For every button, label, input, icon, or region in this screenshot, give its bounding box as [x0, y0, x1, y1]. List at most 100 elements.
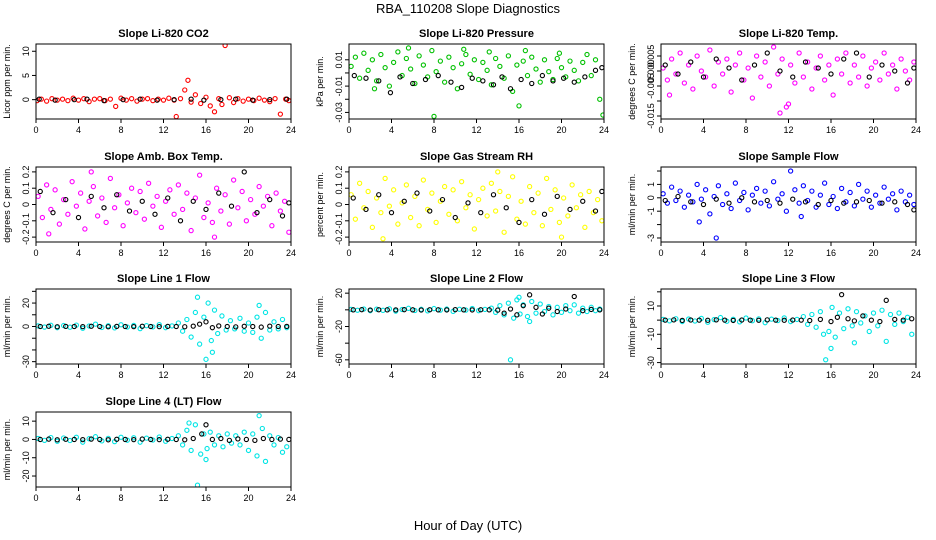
data-point [868, 204, 875, 210]
data-point [222, 192, 228, 198]
ref-point [101, 205, 107, 211]
data-point [548, 206, 554, 213]
data-point [668, 56, 675, 62]
data-point [715, 183, 722, 189]
data-point [588, 72, 594, 79]
ref-point [866, 197, 872, 204]
ref-point [550, 78, 556, 84]
y-tick-label: -1 [646, 207, 656, 215]
ref-point [529, 196, 535, 203]
x-tick-label: 12 [783, 370, 793, 380]
ref-point [790, 317, 796, 323]
data-point [86, 198, 92, 204]
data-point [911, 59, 916, 65]
y-axis-label: degrees C per min. [2, 166, 12, 243]
ref-point [209, 436, 216, 443]
data-point [781, 315, 787, 321]
data-point [395, 49, 401, 55]
ref-point [422, 76, 429, 83]
ref-point [777, 68, 783, 74]
ref-point [350, 195, 356, 201]
ref-point [480, 78, 486, 84]
data-point [258, 335, 264, 341]
ref-point [63, 436, 69, 442]
data-point [541, 57, 548, 63]
x-tick-label: 20 [243, 125, 253, 135]
data-point [277, 111, 284, 117]
data-point [207, 429, 213, 435]
x-tick-label: 24 [599, 248, 609, 258]
data-point [267, 98, 273, 105]
data-point [792, 80, 798, 86]
ref-point [722, 317, 728, 323]
data-point [711, 316, 717, 323]
ref-point [465, 200, 471, 206]
data-point [271, 442, 277, 448]
ref-point [401, 198, 407, 204]
ref-point [216, 323, 222, 329]
data-point [599, 218, 604, 224]
data-point [226, 221, 233, 227]
x-tick-label: 16 [826, 125, 836, 135]
data-point [209, 349, 216, 355]
data-point [677, 50, 683, 56]
x-tick-label: 20 [868, 370, 878, 380]
data-point [894, 207, 900, 213]
plot-frame [35, 43, 292, 120]
data-point [380, 307, 386, 313]
data-point [124, 324, 131, 330]
data-point [456, 306, 463, 312]
y-tick-label: -20 [334, 320, 344, 333]
data-point [666, 318, 673, 324]
x-tick-label: 8 [743, 125, 748, 135]
data-point [698, 68, 705, 74]
data-point [150, 97, 156, 104]
data-point [796, 200, 802, 206]
ref-point [37, 323, 43, 330]
data-point [845, 306, 851, 312]
data-point [405, 305, 412, 311]
x-tick-label: 4 [701, 248, 706, 258]
ref-point [582, 74, 588, 80]
ref-point [662, 317, 668, 323]
plot-frame [660, 288, 917, 365]
ref-point [139, 198, 145, 204]
data-point [505, 53, 512, 59]
y-tick-label: -0.2 [334, 229, 344, 245]
ref-point [599, 65, 604, 71]
data-point [154, 193, 160, 199]
data-point [896, 310, 902, 316]
data-point [97, 96, 103, 102]
ref-point [688, 199, 694, 205]
data-point [467, 192, 473, 198]
y-axis-label: Licor ppm per min. [2, 44, 12, 119]
data-point [90, 183, 97, 190]
panel-title: Slope Amb. Box Temp. [104, 151, 223, 163]
ref-point [448, 79, 454, 85]
ref-point [254, 210, 260, 216]
ref-point [275, 323, 281, 330]
data-point [188, 447, 194, 454]
data-point [855, 181, 862, 188]
x-tick-label: 16 [201, 493, 211, 503]
data-point [215, 330, 221, 337]
data-point [196, 172, 203, 178]
data-point [775, 317, 781, 324]
ref-point [122, 436, 128, 443]
data-point [361, 50, 367, 56]
data-point [179, 328, 186, 334]
data-point [516, 103, 522, 109]
panel-6: Slope Sample Flow ml/min per min. 0 4 8 12 16 2… [627, 151, 921, 258]
ref-point [156, 323, 162, 330]
ref-point [726, 65, 732, 71]
data-point [692, 318, 698, 324]
x-tick-label: 4 [389, 248, 394, 258]
ref-point [866, 74, 872, 80]
data-point [690, 199, 696, 205]
ref-point [88, 193, 94, 199]
ref-point [679, 317, 685, 324]
data-point [43, 98, 50, 104]
data-point [535, 190, 541, 196]
data-point [529, 54, 535, 60]
data-point [864, 83, 870, 89]
